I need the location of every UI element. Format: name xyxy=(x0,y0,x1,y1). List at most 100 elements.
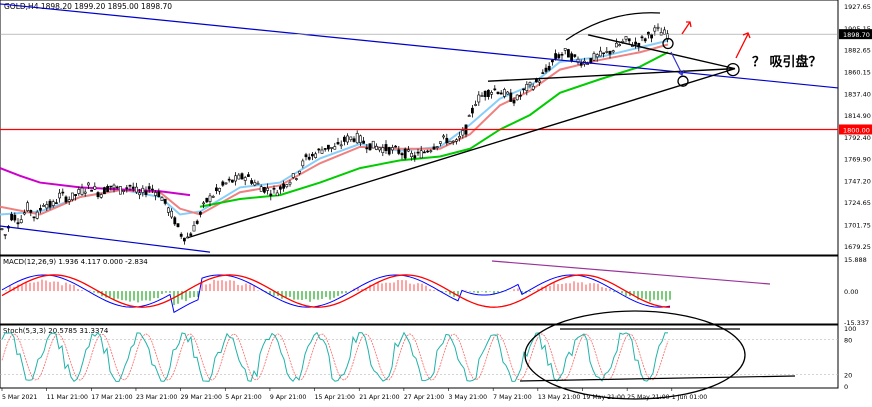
blue-channel-line xyxy=(0,3,839,89)
time-tick-label: 3 May 21:00 xyxy=(449,394,488,401)
red-arrow-up-2 xyxy=(735,33,749,59)
candle-body xyxy=(368,143,372,151)
candle-body xyxy=(282,183,286,189)
candle-body xyxy=(61,191,65,194)
candle-body xyxy=(256,182,260,185)
candle-body xyxy=(534,78,538,83)
candle-body xyxy=(419,150,423,159)
candle-body xyxy=(151,188,154,191)
candle-body xyxy=(387,147,391,155)
candle-body xyxy=(598,50,602,57)
price-tick-label: 1837.40 xyxy=(844,90,871,98)
candle-body xyxy=(106,186,110,192)
candle-body xyxy=(413,155,417,159)
candle-body xyxy=(358,135,362,143)
candle-body xyxy=(294,178,298,180)
candle-body xyxy=(22,212,26,215)
candle-body xyxy=(550,59,554,63)
candle-body xyxy=(406,149,410,152)
candle-body xyxy=(211,196,215,198)
time-tick-label: 17 Mar 21:00 xyxy=(91,394,132,401)
candle-body xyxy=(333,146,337,150)
candle-body xyxy=(310,153,314,157)
blue-arrow-down xyxy=(670,51,683,75)
candle-body xyxy=(205,197,209,203)
moving-average-3 xyxy=(0,167,191,197)
price-tick-label: 1679.25 xyxy=(844,243,871,251)
candle-body xyxy=(563,48,567,51)
candle-body xyxy=(275,192,279,197)
candle-body xyxy=(272,187,276,190)
candle-body xyxy=(29,210,33,213)
candle-body xyxy=(579,62,583,66)
candle-body xyxy=(349,136,353,140)
stoch-tick-label: 80 xyxy=(844,337,852,345)
candle-body xyxy=(442,135,446,138)
candle-body xyxy=(291,173,295,178)
candle-body xyxy=(138,192,142,196)
candle-body xyxy=(83,191,87,194)
candle-body xyxy=(330,147,334,149)
candle-body xyxy=(147,186,151,190)
candle-body xyxy=(259,186,263,192)
candle-body xyxy=(477,94,481,103)
candle-body xyxy=(538,80,542,83)
candle-body xyxy=(96,192,100,198)
candle-body xyxy=(128,184,132,187)
candle-body xyxy=(227,178,231,181)
candle-body xyxy=(103,187,106,195)
candle-body xyxy=(10,214,14,221)
candle-body xyxy=(154,192,158,196)
candle-body xyxy=(67,199,71,202)
candle-body xyxy=(167,207,170,213)
candle-body xyxy=(35,211,39,219)
candle-body xyxy=(470,107,474,114)
price-tick-label: 1814.90 xyxy=(844,112,871,120)
candle-body xyxy=(656,26,660,29)
stoch-tick-label: 100 xyxy=(844,325,856,333)
time-tick-label: 23 Mar 21:00 xyxy=(136,394,177,401)
candle-body xyxy=(87,182,90,186)
candle-body xyxy=(483,90,487,97)
candle-body xyxy=(285,184,289,188)
candle-body xyxy=(163,198,167,204)
macd-divergence-line xyxy=(491,260,771,285)
time-tick-label: 1 Jun 01:00 xyxy=(672,394,707,401)
black-trendline xyxy=(187,67,736,239)
candle-body xyxy=(522,88,526,91)
candle-body xyxy=(54,202,58,204)
candle-body xyxy=(480,95,484,97)
candle-body xyxy=(247,174,250,177)
candle-body xyxy=(253,182,257,186)
candle-body xyxy=(659,32,663,36)
candle-body xyxy=(509,92,513,102)
time-tick-label: 11 Mar 21:00 xyxy=(47,394,88,401)
candle-body xyxy=(474,104,478,106)
candle-body xyxy=(634,41,638,45)
candle-body xyxy=(208,195,212,202)
candle-body xyxy=(506,91,510,95)
candle-body xyxy=(400,153,404,156)
candle-body xyxy=(202,202,206,205)
candle-body xyxy=(611,50,615,53)
candle-body xyxy=(653,27,657,32)
macd-tick-label: 15.888 xyxy=(844,256,867,264)
candle-body xyxy=(435,146,439,148)
time-tick-label: 15 Apr 21:00 xyxy=(315,394,355,401)
candle-body xyxy=(218,187,222,192)
main-panel-frame xyxy=(0,0,839,256)
candle-body xyxy=(93,186,97,190)
candle-body xyxy=(135,186,138,193)
candle-body xyxy=(570,53,574,62)
candle-body xyxy=(199,211,202,215)
candle-body xyxy=(99,194,103,198)
candle-body xyxy=(544,67,548,72)
moving-averages xyxy=(0,39,669,216)
candle-body xyxy=(573,54,577,57)
stoch-header: Stoch(5,3,3) 20.5785 31.3374 xyxy=(3,327,109,335)
symbol-header: GOLD,H4 1898.20 1899.20 1895.00 1898.70 xyxy=(4,2,172,11)
candle-body xyxy=(461,130,465,136)
candle-body xyxy=(189,233,193,236)
candle-body xyxy=(467,115,471,117)
